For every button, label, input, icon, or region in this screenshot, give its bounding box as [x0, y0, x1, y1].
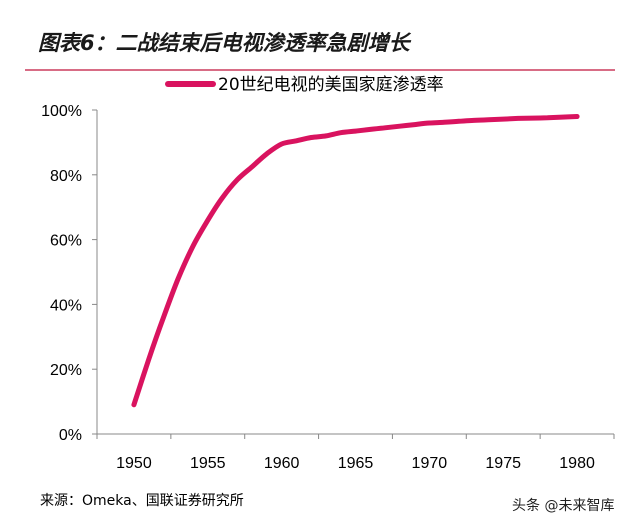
axes	[96, 110, 614, 435]
x-tick-label: 1970	[412, 455, 448, 472]
watermark-text: 头条 @未来智库	[512, 497, 614, 514]
x-tick-label: 1980	[559, 455, 595, 472]
y-tick-label: 20%	[50, 362, 82, 379]
x-tick-label: 1965	[338, 455, 374, 472]
y-tick-label: 40%	[50, 297, 82, 314]
y-tick-label: 0%	[59, 427, 82, 444]
watermark: 头条 @未来智库	[512, 497, 614, 514]
y-tick-label: 80%	[50, 168, 82, 185]
x-tick-label: 1960	[264, 455, 300, 472]
series-line	[131, 114, 580, 408]
source-note: 来源：Omeka、国联证券研究所	[40, 493, 244, 509]
series-layer	[131, 114, 580, 408]
legend-label: 20世纪电视的美国家庭渗透率	[218, 75, 444, 95]
x-tick-label: 1975	[485, 455, 521, 472]
y-tick-label: 100%	[41, 103, 82, 120]
y-tick-label: 60%	[50, 233, 82, 250]
page-title: 图表6：二战结束后电视渗透率急剧增长	[38, 31, 412, 55]
x-axis-ticks: 1950 1955 1960 1965 1970 1975 1980	[96, 434, 615, 472]
x-tick-label: 1950	[116, 455, 152, 472]
x-tick-label: 1955	[190, 455, 226, 472]
y-axis-ticks: 0% 20% 40% 60% 80% 100%	[41, 103, 97, 444]
legend: 20世纪电视的美国家庭渗透率	[165, 75, 444, 95]
